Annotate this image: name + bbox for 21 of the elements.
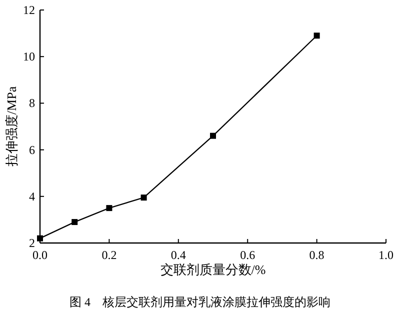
y-tick-label: 6	[29, 142, 35, 157]
y-tick-label: 4	[29, 189, 35, 204]
y-tick-label: 12	[23, 3, 35, 17]
x-tick-label: 0.0	[32, 248, 48, 262]
point	[72, 219, 78, 226]
point	[210, 132, 216, 139]
y-tick-label: 8	[29, 96, 35, 110]
y-tick-label: 2	[29, 236, 35, 250]
x-tick-label: 0.8	[309, 248, 324, 262]
point	[106, 205, 112, 212]
point	[140, 194, 147, 201]
x-tick-label: 0.2	[102, 248, 117, 262]
point	[37, 235, 43, 242]
x-tick-label: 0.4	[170, 248, 186, 262]
y-tick-label: 10	[23, 50, 35, 64]
x-axis-title: 交联剂质量分数/%	[160, 262, 266, 277]
y-axis-title: 拉伸强度/MPa	[4, 86, 19, 167]
caption: 图 4 核层交联剂用量对乳液涂膜拉伸强度的影响	[70, 295, 330, 309]
point	[314, 32, 320, 39]
x-tick-label: 1.0	[378, 248, 394, 262]
x-tick-label: 0.6	[240, 248, 256, 262]
